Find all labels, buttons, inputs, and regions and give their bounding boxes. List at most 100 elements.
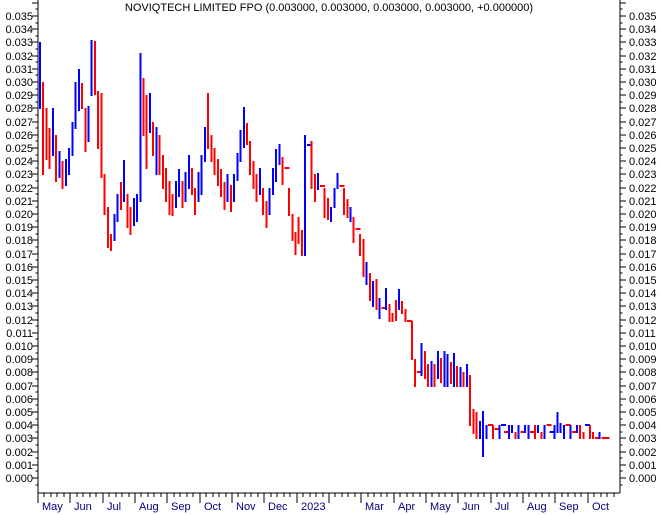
price-bar [123,160,126,202]
price-bar [110,234,113,251]
price-bar [100,93,103,178]
price-bar [158,135,161,175]
price-bar [559,423,562,433]
svg-text:0.016: 0.016 [5,262,33,274]
price-bar [265,201,268,228]
price-bar [540,432,543,439]
svg-text:0.001: 0.001 [629,460,657,472]
price-bar [404,309,407,322]
svg-text:0.012: 0.012 [5,315,33,327]
price-bar [45,108,48,160]
price-bar [210,135,213,162]
price-bar [394,300,397,321]
price-bar [588,425,591,439]
svg-text:0.019: 0.019 [629,222,657,234]
price-bar [184,172,187,202]
svg-text:0.014: 0.014 [629,288,657,300]
price-bar [291,214,294,241]
price-bar [407,320,413,322]
price-bar [565,424,571,426]
price-bar [549,431,555,433]
price-bar [203,127,206,162]
price-bars [39,40,610,457]
price-bar [488,424,494,426]
price-bar [207,93,210,149]
svg-text:Aug: Aug [139,501,159,513]
svg-text:0.013: 0.013 [629,301,657,313]
price-bar [456,366,459,387]
svg-text:0.003: 0.003 [629,433,657,445]
price-bar [416,371,422,373]
svg-text:0.034: 0.034 [629,24,657,36]
price-bar [527,425,530,439]
svg-text:0.014: 0.014 [5,288,33,300]
price-bar [142,78,145,136]
svg-text:May: May [430,501,451,513]
price-bar [582,432,585,439]
price-bar [61,161,64,189]
price-bar [543,425,546,439]
price-bar [346,199,349,218]
price-bar [482,411,485,457]
price-bar [575,425,578,433]
svg-text:0.025: 0.025 [629,143,657,155]
svg-text:0.033: 0.033 [5,37,33,49]
price-bar [462,372,465,387]
svg-text:0.026: 0.026 [629,130,657,142]
price-bar [388,304,391,322]
svg-text:0.003: 0.003 [5,433,33,445]
price-bar [90,40,93,96]
price-bar [498,425,501,439]
svg-text:0.002: 0.002 [5,447,33,459]
price-bar [433,364,436,387]
svg-text:0.029: 0.029 [629,90,657,102]
price-bar [236,153,239,181]
svg-text:0.023: 0.023 [629,169,657,181]
svg-text:0.033: 0.033 [629,37,657,49]
svg-text:0.006: 0.006 [629,394,657,406]
price-bar [113,214,116,241]
price-bar [385,288,388,310]
svg-text:0.032: 0.032 [5,51,33,63]
price-bar [546,424,552,426]
svg-text:0.009: 0.009 [629,354,657,366]
price-bar [233,174,236,202]
price-bar [339,185,345,187]
price-bar [533,425,536,439]
svg-text:0.015: 0.015 [629,275,657,287]
axes [37,0,621,494]
price-bar [239,130,242,162]
price-bar [252,161,255,189]
svg-text:0.006: 0.006 [5,394,33,406]
svg-text:0.001: 0.001 [5,460,33,472]
price-bar [398,289,401,310]
svg-text:Aug: Aug [527,501,547,513]
price-bar [68,148,71,175]
price-bar [475,412,478,439]
price-bar [262,188,265,215]
price-bar [155,127,158,175]
price-bar [507,425,510,439]
price-bar [300,230,303,256]
price-bar [530,431,536,433]
svg-text:0.031: 0.031 [5,64,33,76]
price-bar [249,141,252,175]
price-bar [178,169,181,197]
svg-text:Jun: Jun [462,501,480,513]
price-bar [255,174,258,202]
price-bar [562,425,565,439]
price-bar [401,301,404,314]
price-bar [126,194,129,228]
price-bar [71,122,74,156]
price-bar [129,207,132,235]
svg-text:0.028: 0.028 [629,103,657,115]
price-bar [478,421,481,439]
price-bar [362,239,365,277]
price-bar [368,273,371,301]
price-bar [537,425,540,433]
price-bar [449,362,452,384]
svg-text:0.021: 0.021 [5,196,33,208]
